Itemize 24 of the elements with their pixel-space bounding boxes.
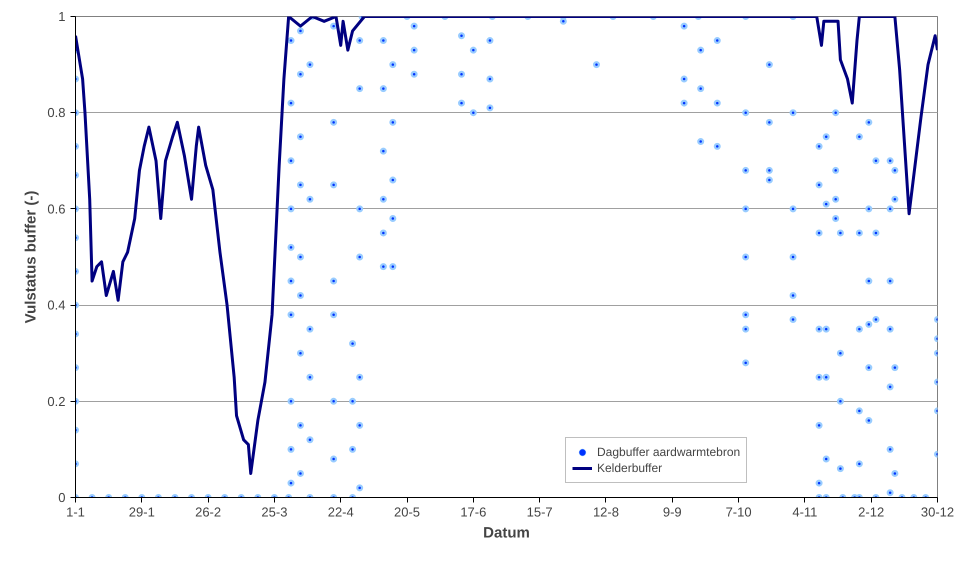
x-tick-label: 25-3 xyxy=(261,504,288,520)
y-tick-label: 0.8 xyxy=(47,105,66,120)
x-tick-label: 12-8 xyxy=(592,504,619,520)
y-tick-label: 0.2 xyxy=(47,394,66,409)
x-tick-label: 17-6 xyxy=(460,504,486,520)
y-tick-label: 0.4 xyxy=(47,298,66,313)
y-axis-title: Vulstatus buffer (-) xyxy=(22,190,40,324)
legend-label: Kelderbuffer xyxy=(597,460,662,476)
x-tick-label: 29-1 xyxy=(128,504,155,520)
x-tick-label: 15-7 xyxy=(526,504,553,520)
x-tick-label: 1-1 xyxy=(66,504,85,520)
x-tick-label: 2-12 xyxy=(858,504,884,520)
x-tick-label: 30-12 xyxy=(920,504,954,520)
x-tick-label: 26-2 xyxy=(195,504,222,520)
x-tick-label: 22-4 xyxy=(328,504,354,520)
x-tick-label: 9-9 xyxy=(662,504,682,520)
x-axis-title: Datum xyxy=(483,524,530,542)
y-tick-label: 1 xyxy=(58,9,66,24)
y-tick-label: 0 xyxy=(58,490,66,505)
x-tick-label: 7-10 xyxy=(726,504,752,520)
y-tick-label: 0.6 xyxy=(47,201,66,216)
x-tick-label: 4-11 xyxy=(792,504,818,520)
x-tick-label: 20-5 xyxy=(394,504,420,520)
legend-label: Dagbuffer aardwarmtebron xyxy=(597,444,740,460)
